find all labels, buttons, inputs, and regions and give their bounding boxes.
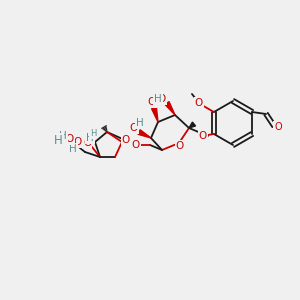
Text: H: H bbox=[153, 95, 161, 105]
Text: H: H bbox=[90, 130, 96, 139]
Text: O: O bbox=[195, 98, 203, 108]
Text: O: O bbox=[158, 94, 166, 104]
Text: H: H bbox=[154, 94, 162, 104]
Polygon shape bbox=[82, 142, 95, 146]
Text: H: H bbox=[136, 118, 144, 128]
Text: O: O bbox=[83, 138, 91, 148]
Text: H: H bbox=[54, 134, 62, 148]
Text: O: O bbox=[176, 141, 184, 151]
Text: H: H bbox=[86, 133, 94, 143]
Text: O: O bbox=[148, 97, 156, 107]
Text: O: O bbox=[74, 137, 82, 147]
Text: H: H bbox=[69, 144, 77, 154]
Text: O: O bbox=[66, 134, 74, 144]
Polygon shape bbox=[165, 102, 175, 115]
Text: O: O bbox=[122, 135, 130, 145]
Polygon shape bbox=[152, 107, 158, 122]
Polygon shape bbox=[189, 122, 196, 128]
Text: O: O bbox=[130, 123, 138, 133]
Text: O: O bbox=[274, 122, 282, 132]
Text: H: H bbox=[59, 131, 67, 141]
Text: O: O bbox=[199, 131, 207, 141]
Text: O: O bbox=[132, 140, 140, 150]
Polygon shape bbox=[138, 130, 151, 138]
